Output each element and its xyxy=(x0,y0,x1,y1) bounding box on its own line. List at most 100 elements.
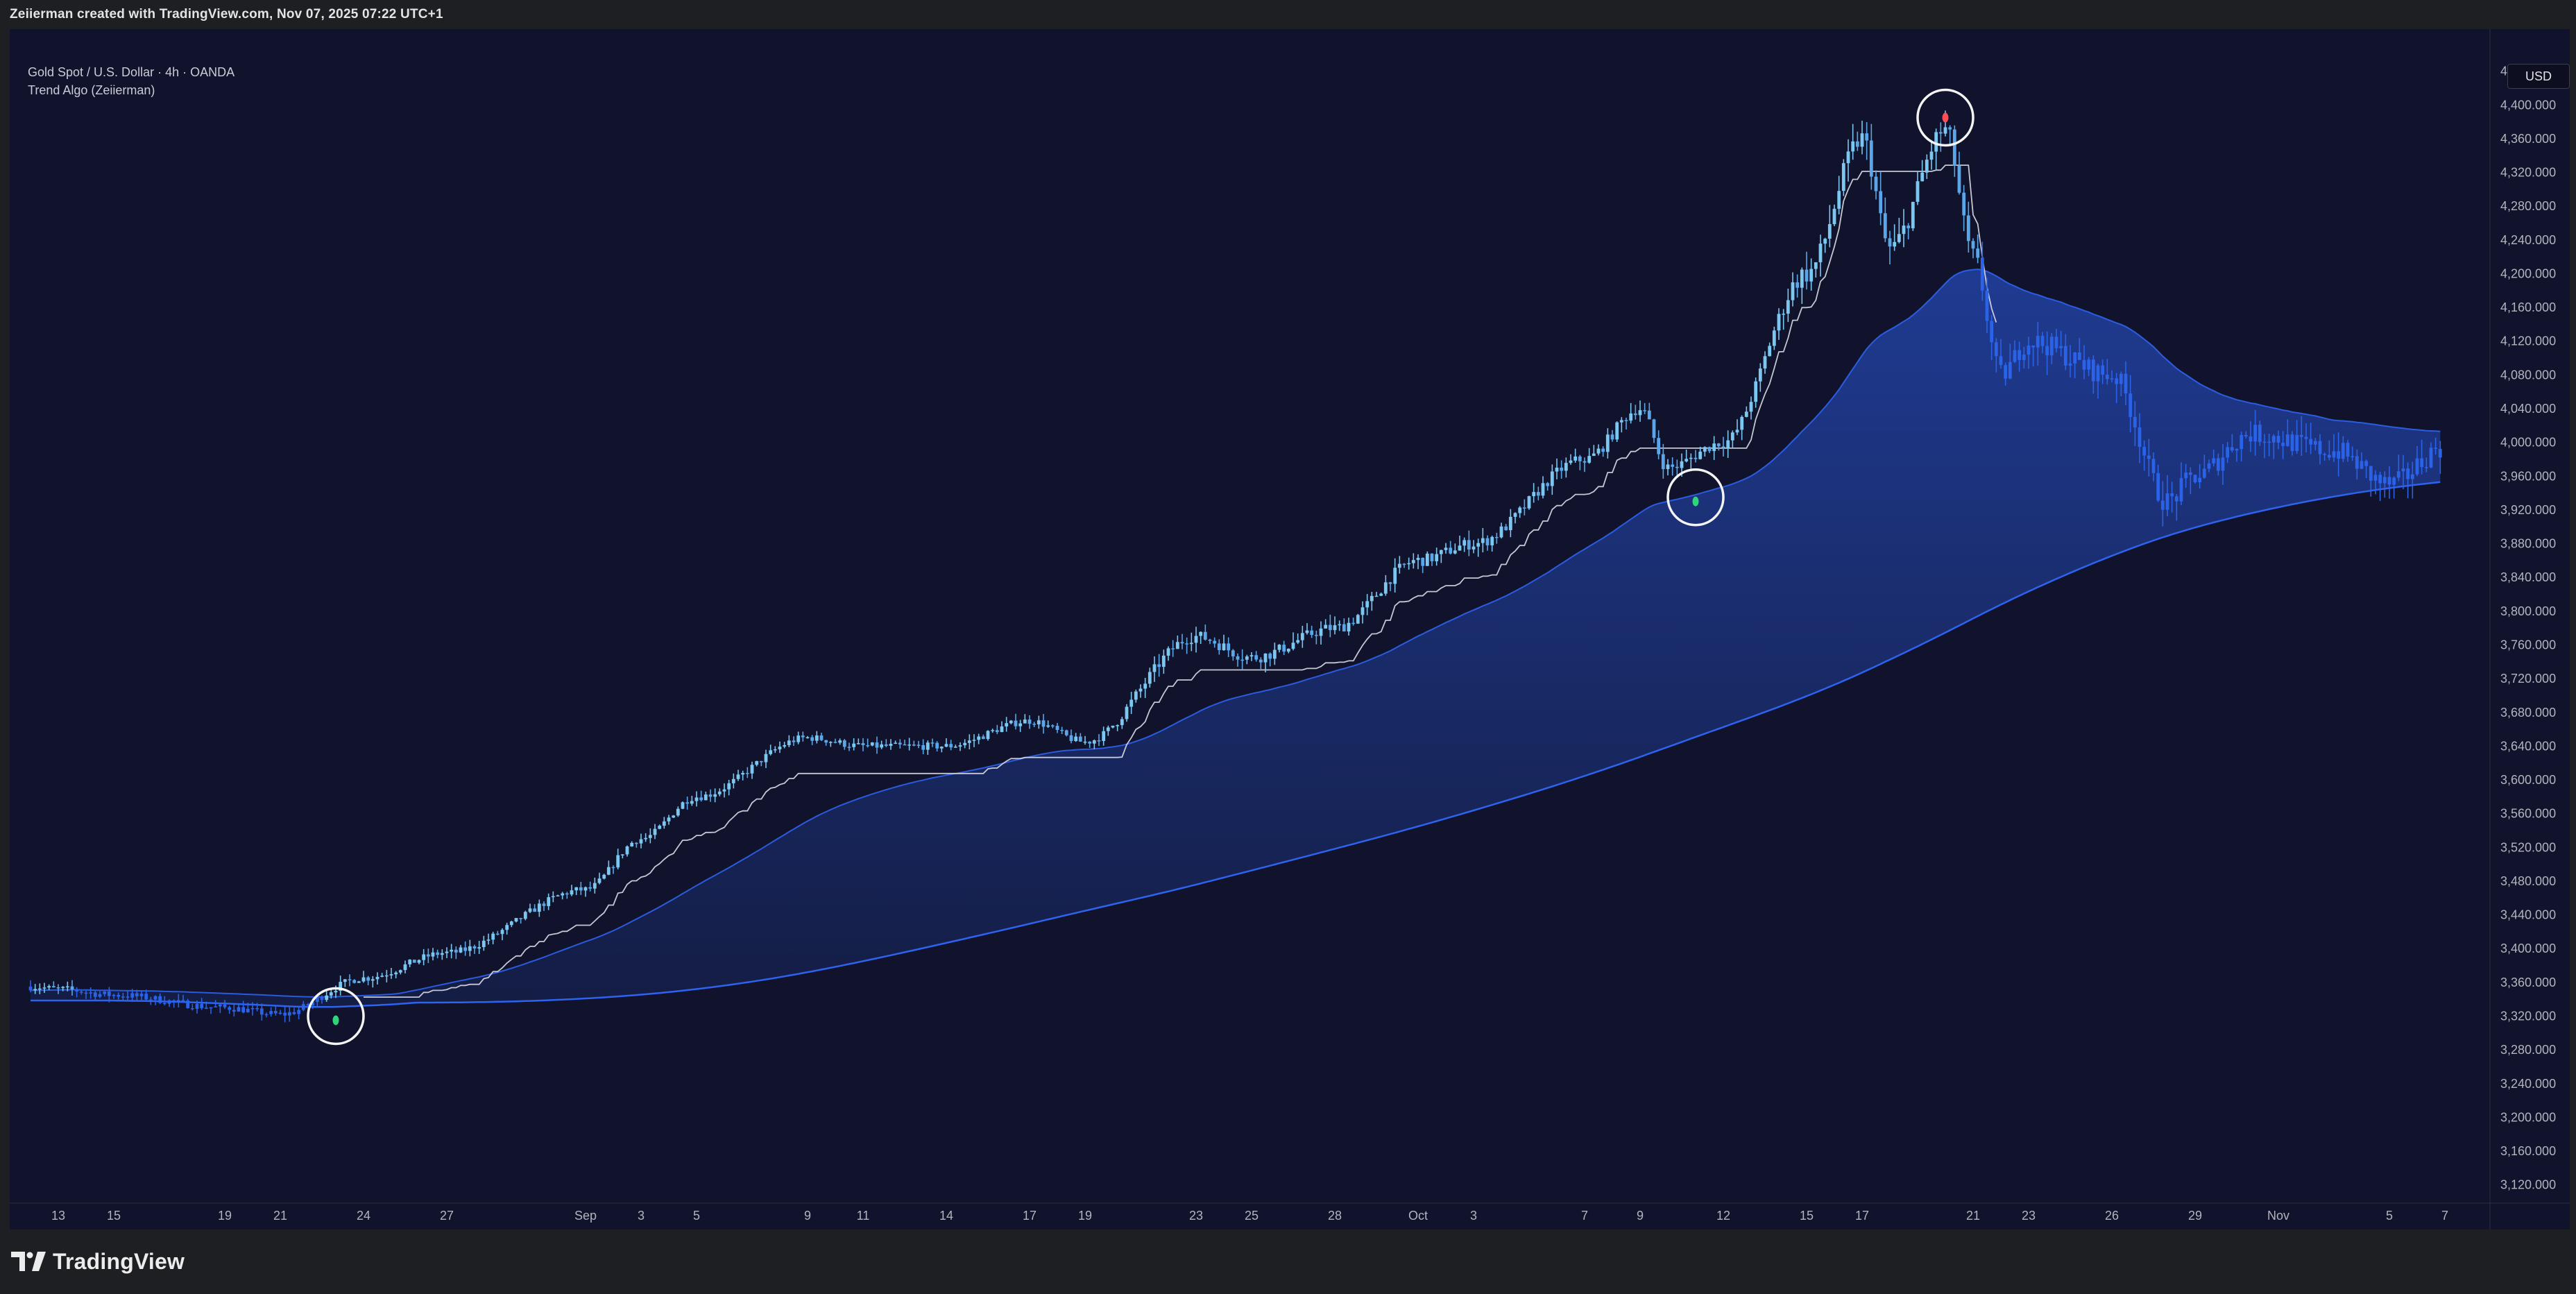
candle-body[interactable] xyxy=(2045,346,2049,356)
candle-body[interactable] xyxy=(2364,461,2369,466)
candles[interactable] xyxy=(28,110,2442,1023)
candle-body[interactable] xyxy=(935,742,939,749)
candle-body[interactable] xyxy=(2226,447,2230,458)
candle-body[interactable] xyxy=(1411,560,1415,563)
candle-body[interactable] xyxy=(51,986,56,988)
candle-body[interactable] xyxy=(1310,630,1314,636)
candle-body[interactable] xyxy=(1754,381,1758,402)
candle-body[interactable] xyxy=(2156,473,2160,501)
candle-body[interactable] xyxy=(1166,648,1170,656)
candle-body[interactable] xyxy=(1481,538,1485,543)
candle-body[interactable] xyxy=(1596,448,1601,454)
candle-body[interactable] xyxy=(2110,378,2114,380)
candle-body[interactable] xyxy=(366,977,370,981)
candle-body[interactable] xyxy=(1199,631,1203,636)
candle-body[interactable] xyxy=(528,908,532,912)
candle-body[interactable] xyxy=(1333,625,1337,631)
candle-body[interactable] xyxy=(75,989,79,992)
candle-body[interactable] xyxy=(903,744,907,746)
candle-body[interactable] xyxy=(939,747,944,749)
candle-body[interactable] xyxy=(1508,516,1512,531)
candle-body[interactable] xyxy=(1102,731,1106,741)
candle-body[interactable] xyxy=(2424,467,2428,468)
candle-body[interactable] xyxy=(1296,640,1300,643)
candle-body[interactable] xyxy=(1134,691,1138,700)
candle-body[interactable] xyxy=(2406,468,2410,479)
candle-body[interactable] xyxy=(694,797,699,801)
candle-body[interactable] xyxy=(380,976,384,977)
sell-signal-marker-icon[interactable] xyxy=(1916,88,1974,147)
candle-body[interactable] xyxy=(1227,643,1231,651)
candle-body[interactable] xyxy=(921,745,926,750)
candle-body[interactable] xyxy=(1088,741,1092,744)
candle-body[interactable] xyxy=(2299,434,2303,437)
candle-body[interactable] xyxy=(2387,477,2391,485)
candle-body[interactable] xyxy=(565,893,569,895)
candle-body[interactable] xyxy=(315,997,319,1003)
candle-body[interactable] xyxy=(699,797,703,801)
candle-body[interactable] xyxy=(1805,269,1809,282)
candle-body[interactable] xyxy=(477,947,481,949)
candle-body[interactable] xyxy=(1712,443,1716,452)
candle-body[interactable] xyxy=(1037,720,1041,724)
candle-body[interactable] xyxy=(2281,443,2285,446)
candle-body[interactable] xyxy=(436,952,440,955)
candle-body[interactable] xyxy=(634,842,638,844)
candle-body[interactable] xyxy=(2276,436,2280,443)
candle-body[interactable] xyxy=(542,903,546,906)
candle-body[interactable] xyxy=(880,744,884,748)
candle-body[interactable] xyxy=(2346,443,2350,457)
candle-body[interactable] xyxy=(1587,456,1592,463)
candle-body[interactable] xyxy=(1453,550,1457,554)
candle-body[interactable] xyxy=(2207,463,2211,469)
candle-body[interactable] xyxy=(1125,706,1129,720)
candle-body[interactable] xyxy=(255,1008,259,1010)
candle-body[interactable] xyxy=(1009,720,1013,724)
candle-body[interactable] xyxy=(158,996,162,1003)
candle-body[interactable] xyxy=(1449,547,1453,554)
candle-body[interactable] xyxy=(1638,410,1642,416)
candle-body[interactable] xyxy=(1259,659,1263,663)
candle-body[interactable] xyxy=(884,744,888,746)
candle-body[interactable] xyxy=(1393,568,1397,584)
candle-body[interactable] xyxy=(2318,441,2322,454)
candle-body[interactable] xyxy=(2290,434,2294,451)
candle-body[interactable] xyxy=(2249,436,2253,442)
candle-body[interactable] xyxy=(722,789,726,792)
candle-body[interactable] xyxy=(1934,132,1938,152)
candle-body[interactable] xyxy=(2124,373,2128,393)
candle-body[interactable] xyxy=(1532,492,1536,497)
candle-body[interactable] xyxy=(2253,425,2258,442)
candle-body[interactable] xyxy=(1217,643,1221,650)
candle-body[interactable] xyxy=(2378,475,2382,484)
candle-body[interactable] xyxy=(1948,127,1952,130)
candle-body[interactable] xyxy=(172,1000,176,1002)
candle-body[interactable] xyxy=(311,1002,315,1006)
candle-body[interactable] xyxy=(819,735,824,740)
candle-body[interactable] xyxy=(2351,456,2355,458)
candle-body[interactable] xyxy=(2295,434,2299,451)
candle-body[interactable] xyxy=(1083,741,1087,743)
candle-body[interactable] xyxy=(389,974,393,976)
candle-body[interactable] xyxy=(741,773,745,775)
candle-body[interactable] xyxy=(2392,477,2396,485)
price-axis[interactable]: 3,120.000 3,160.000 3,200.000 3,240.000 3,28… xyxy=(2500,65,2556,1192)
candle-body[interactable] xyxy=(1832,208,1836,225)
candle-body[interactable] xyxy=(1356,615,1360,624)
candle-body[interactable] xyxy=(2309,439,2313,445)
candle-body[interactable] xyxy=(579,887,583,891)
candle-body[interactable] xyxy=(1814,262,1818,269)
candle-body[interactable] xyxy=(486,939,491,941)
candle-body[interactable] xyxy=(1698,451,1703,459)
candle-body[interactable] xyxy=(2410,474,2414,479)
candle-body[interactable] xyxy=(611,867,615,869)
candle-body[interactable] xyxy=(1883,213,1887,239)
candle-body[interactable] xyxy=(2313,441,2317,445)
candle-body[interactable] xyxy=(1268,653,1272,659)
candle-body[interactable] xyxy=(297,1010,301,1014)
candle-body[interactable] xyxy=(930,742,935,744)
candle-body[interactable] xyxy=(218,1004,222,1007)
candle-body[interactable] xyxy=(84,992,88,994)
candle-body[interactable] xyxy=(639,839,643,844)
candle-body[interactable] xyxy=(1879,191,1883,214)
